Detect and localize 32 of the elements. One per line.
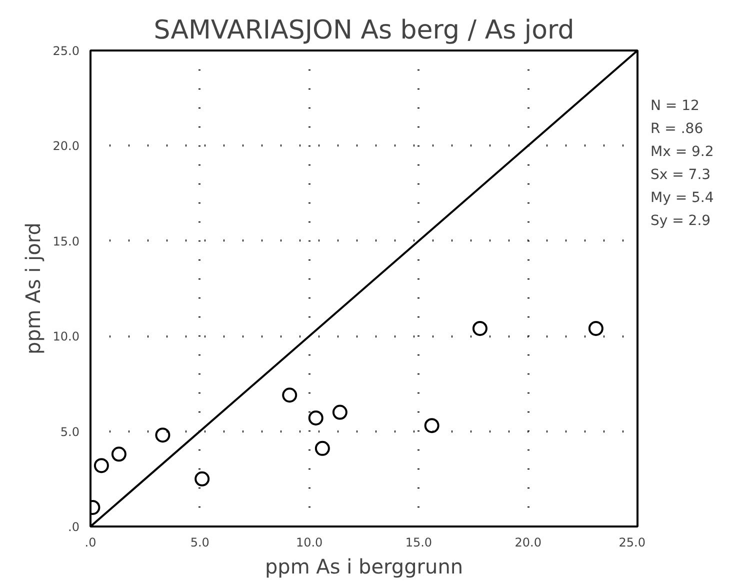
- x-tick-label: .0: [84, 536, 96, 550]
- text: Sx = 7.3: [650, 167, 711, 184]
- point: [424, 418, 440, 434]
- y-tick-label: 10.0: [52, 330, 80, 344]
- text: R = .86: [650, 121, 704, 138]
- y-tick-label: 15.0: [52, 234, 80, 248]
- point: [111, 446, 126, 462]
- y-tick-label: 5.0: [60, 424, 80, 439]
- y-tick-label: 25.0: [52, 44, 80, 58]
- text: My = 5.4: [650, 190, 714, 206]
- y-axis-title: ppm As i jord: [20, 222, 45, 354]
- point: [282, 388, 298, 403]
- point: [94, 458, 109, 474]
- x-tick-label: 20.0: [514, 536, 542, 550]
- x-tick-label: 10.0: [296, 536, 323, 550]
- text: N = 12: [650, 98, 700, 114]
- y-tick-label: .0: [68, 520, 80, 534]
- x-tick-label: 25.0: [618, 536, 646, 550]
- y-tick-label: 20.0: [52, 139, 80, 154]
- point: [588, 320, 604, 336]
- text: Sy = 2.9: [650, 212, 711, 229]
- x-tick-label: 15.0: [405, 536, 432, 550]
- point: [314, 440, 330, 456]
- x-tick-label: 5.0: [190, 536, 210, 550]
- point: [472, 320, 488, 336]
- point: [308, 410, 324, 426]
- point: [332, 404, 348, 420]
- text: Mx = 9.2: [650, 144, 714, 160]
- x-axis-title: ppm As i berggrunn: [264, 554, 464, 578]
- point: [155, 428, 170, 443]
- chart-title: SAMVARIASJON As berg / As jord: [154, 16, 574, 46]
- point: [194, 471, 210, 486]
